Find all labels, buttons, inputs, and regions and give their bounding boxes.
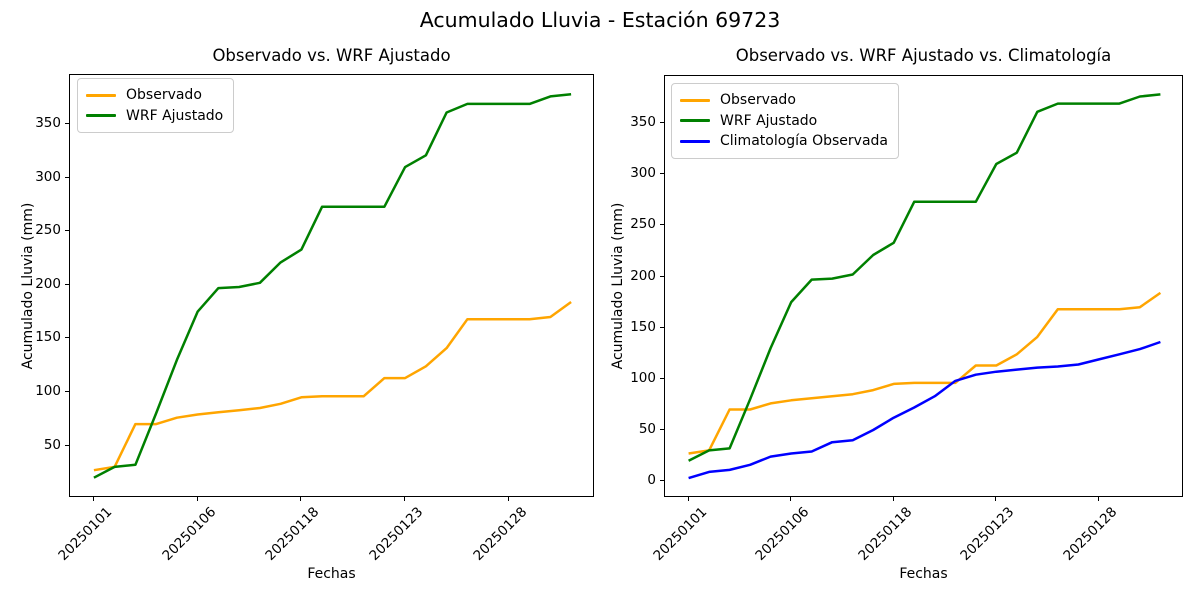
right-plot-area	[664, 75, 1183, 497]
left-legend: Observado WRF Ajustado	[77, 78, 235, 133]
y-tick-label: 0	[647, 472, 656, 489]
right-y-axis-label: Acumulado Lluvia (mm)	[610, 202, 626, 370]
legend-label: WRF Ajustado	[126, 107, 224, 124]
plot-canvas	[688, 93, 1162, 480]
legend-swatch-wrf-ajustado	[680, 119, 710, 123]
left-plot-area	[69, 74, 594, 497]
y-tick-label: 100	[35, 383, 61, 399]
legend-swatch-observado	[86, 93, 116, 97]
legend-row: WRF Ajustado	[680, 111, 888, 132]
left-axes-title: Observado vs. WRF Ajustado	[212, 46, 451, 65]
y-tick-label: 50	[43, 436, 61, 453]
legend-swatch-climatologia-observada	[680, 139, 710, 143]
right-axes-title: Observado vs. WRF Ajustado vs. Climatolo…	[735, 46, 1112, 65]
legend-row: Observado	[680, 90, 888, 111]
y-tick-label: 350	[35, 115, 61, 132]
legend-row: WRF Ajustado	[86, 106, 223, 127]
plot-canvas	[93, 93, 572, 479]
y-tick-label: 50	[638, 421, 656, 437]
left-y-axis-label: Acumulado Lluvia (mm)	[20, 202, 36, 370]
legend-label: Observado	[126, 87, 202, 104]
wrf-ajustado-line	[688, 93, 1161, 462]
y-tick-label: 300	[630, 165, 656, 182]
y-tick-label: 300	[35, 168, 61, 185]
legend-row: Climatología Observada	[680, 131, 888, 152]
figure-suptitle: Acumulado Lluvia - Estación 69723	[419, 8, 781, 32]
legend-label: Climatología Observada	[720, 133, 888, 150]
observado-line	[93, 300, 572, 472]
observado-line	[688, 291, 1162, 455]
wrf-ajustado-line	[93, 93, 572, 479]
legend-label: Observado	[720, 92, 796, 109]
legend-label: WRF Ajustado	[720, 112, 818, 129]
right-x-axis-label: Fechas	[899, 566, 948, 582]
legend-swatch-observado	[680, 98, 710, 102]
y-tick-label: 350	[630, 114, 656, 131]
left-x-axis-label: Fechas	[307, 566, 356, 582]
legend-swatch-wrf-ajustado	[86, 114, 116, 118]
right-legend: Observado WRF Ajustado Climatología Observ…	[671, 83, 899, 159]
legend-row: Observado	[86, 85, 223, 106]
climatologia-observada-line	[688, 340, 1161, 480]
